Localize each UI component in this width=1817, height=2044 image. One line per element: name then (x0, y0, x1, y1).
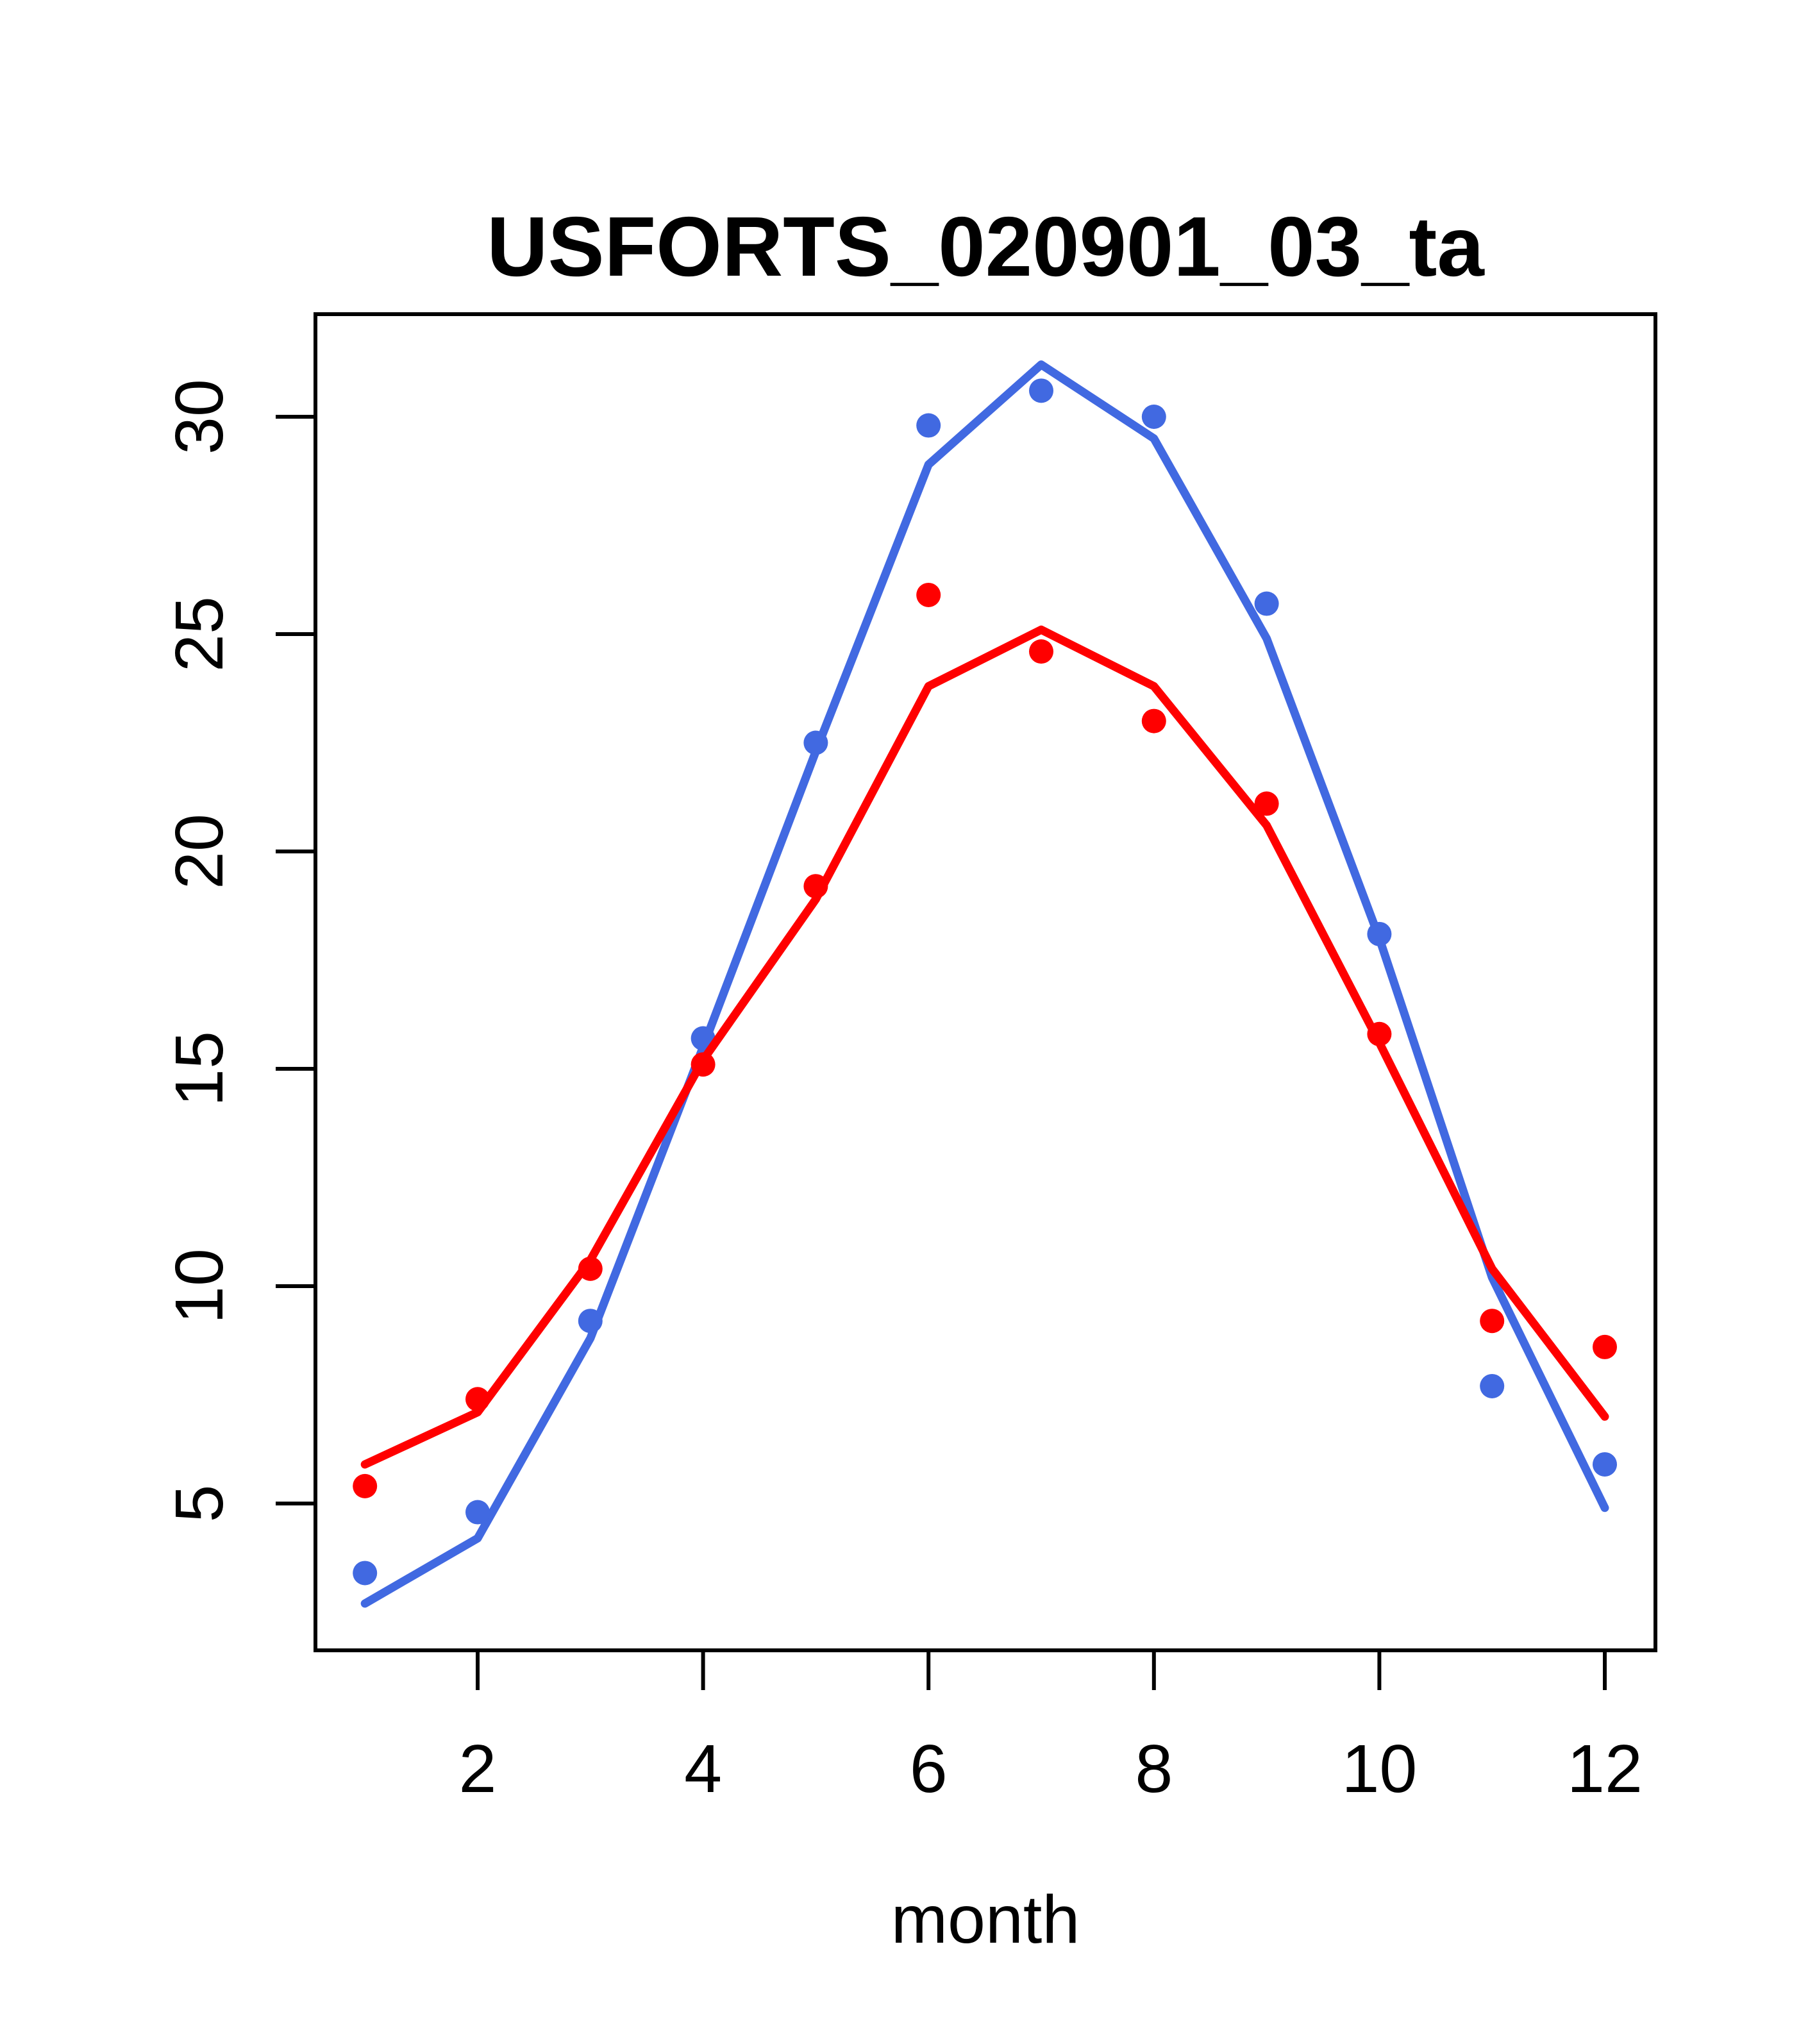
red-observed-point (1367, 1021, 1392, 1046)
y-axis: 5 10 15 20 25 30 (162, 379, 315, 1522)
red-observed-point (1141, 708, 1166, 733)
blue-observed-point (465, 1500, 490, 1525)
red-observed-point (353, 1473, 378, 1498)
x-axis-label: month (891, 1882, 1080, 1957)
y-tick-label: 30 (162, 379, 237, 455)
blue-observed-point (916, 413, 941, 438)
blue-observed-point (578, 1309, 603, 1334)
red-observed-point (578, 1256, 603, 1281)
red-observed-point (465, 1387, 490, 1412)
y-tick-label: 20 (162, 814, 237, 889)
x-tick-label: 12 (1567, 1731, 1643, 1807)
blue-observed-point (353, 1561, 378, 1586)
blue-observed-point (1480, 1373, 1505, 1398)
blue-observed-point (803, 730, 828, 755)
plot-frame (314, 312, 1657, 1652)
x-tick-label: 2 (459, 1731, 497, 1807)
y-tick-label: 25 (162, 596, 237, 672)
x-tick-label: 6 (910, 1731, 948, 1807)
series-group (353, 360, 1617, 1608)
red-observed-point (691, 1052, 716, 1077)
red-observed-point (1593, 1334, 1617, 1359)
x-tick-label: 10 (1341, 1731, 1417, 1807)
y-tick-label: 5 (162, 1485, 237, 1523)
blue-observed-point (1367, 921, 1392, 946)
y-tick-label: 15 (162, 1031, 237, 1107)
blue-observed-point (1593, 1452, 1617, 1477)
blue-observed-point (1141, 405, 1166, 429)
red-observed-point (1480, 1309, 1505, 1334)
blue-observed-fit-line (360, 360, 1609, 1608)
red-observed-point (803, 874, 828, 899)
blue-observed-point (1029, 378, 1053, 403)
x-axis: 2 4 6 8 10 12 (459, 1650, 1643, 1807)
blue-observed-point (1254, 591, 1279, 616)
chart-title: USFORTS_020901_03_ta (487, 199, 1485, 294)
y-tick-label: 10 (162, 1248, 237, 1324)
red-observed-point (916, 582, 941, 607)
red-observed-point (1029, 639, 1053, 664)
red-observed-fit-line (360, 625, 1609, 1469)
red-observed-point (1254, 791, 1279, 816)
x-tick-label: 4 (684, 1731, 722, 1807)
x-tick-label: 8 (1135, 1731, 1173, 1807)
